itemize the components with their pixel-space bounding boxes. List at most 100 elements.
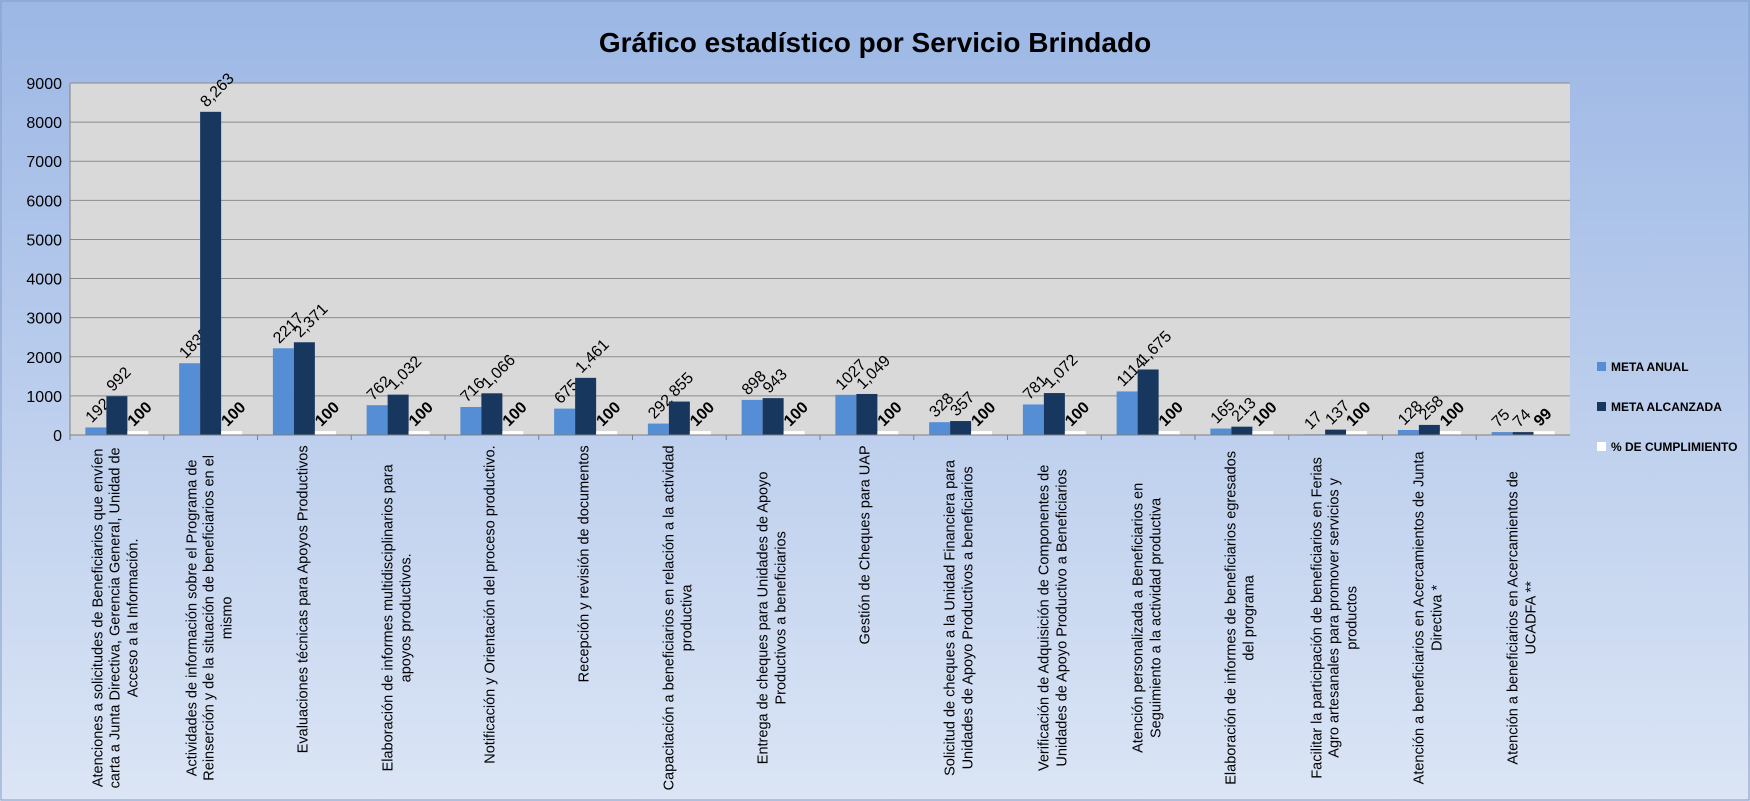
x-tick-label: Facilitar la participación de beneficiar… <box>1309 456 1361 779</box>
bar <box>1439 431 1461 435</box>
x-tick-label: Recepción y revisión de documentos <box>576 445 593 682</box>
y-tick-label: 8000 <box>26 115 62 132</box>
bar <box>554 408 576 435</box>
bar <box>366 405 388 435</box>
x-tick-label-box: Elaboración de informes multidisciplinar… <box>351 445 445 790</box>
x-tick-label-box: Recepción y revisión de documentos <box>539 445 633 790</box>
bar <box>1346 431 1368 435</box>
bar <box>575 377 597 435</box>
y-tick-label: 9000 <box>26 76 62 93</box>
bar <box>460 406 482 435</box>
y-tick-label: 1000 <box>26 389 62 406</box>
x-tick-label-box: Atenciones a solicitudes de Beneficiario… <box>70 445 164 790</box>
y-tick-label: 6000 <box>26 193 62 210</box>
bar <box>596 431 618 435</box>
bar <box>1512 432 1534 435</box>
bar <box>1022 404 1044 435</box>
chart-title: Gráfico estadístico por Servicio Brindad… <box>599 27 1151 58</box>
bar <box>950 421 972 435</box>
bar <box>1252 431 1274 435</box>
bar <box>1158 431 1180 435</box>
x-tick-label: Gestión de Cheques para UAP <box>858 445 875 645</box>
bar <box>387 394 409 435</box>
x-tick-label-box: Solicitud de cheques a la Unidad Financi… <box>914 445 1008 790</box>
bar <box>1418 424 1440 435</box>
x-tick-label-box: Actividades de información sobre el Prog… <box>164 445 258 790</box>
x-tick-label-box: Gestión de Cheques para UAP <box>820 445 914 790</box>
bar <box>783 431 805 435</box>
bar <box>877 431 899 435</box>
bar <box>1325 429 1347 435</box>
bar <box>1533 431 1555 435</box>
x-tick-label-box: Evaluaciones técnicas para Apoyos Produc… <box>258 445 352 790</box>
y-tick-label: 4000 <box>26 272 62 289</box>
bar <box>1231 426 1253 435</box>
x-tick-label-box: Atención personalizada a Beneficiarios e… <box>1101 445 1195 790</box>
bar <box>272 348 294 435</box>
x-tick-label-box: Verificación de Adquisición de Component… <box>1008 445 1102 790</box>
x-tick-label: Capacitación a beneficiarios en relación… <box>661 445 696 790</box>
x-tick-label: Solicitud de cheques a la Unidad Financi… <box>943 459 977 776</box>
bar <box>1491 432 1513 435</box>
x-tick-label: Elaboración de informes de beneficiarios… <box>1224 450 1258 785</box>
x-tick-label-box: Capacitación a beneficiarios en relación… <box>633 445 727 790</box>
bar <box>856 393 878 435</box>
legend-label: % DE CUMPLIMIENTO <box>1611 440 1737 454</box>
x-tick-label: Evaluaciones técnicas para Apoyos Produc… <box>295 445 312 753</box>
bar <box>314 431 336 435</box>
bar <box>1397 429 1419 435</box>
bar <box>481 393 503 435</box>
y-tick-label: 5000 <box>26 232 62 249</box>
x-tick-label: Verificación de Adquisición de Component… <box>1036 464 1071 771</box>
x-tick-label: Entrega de cheques para Unidades de Apoy… <box>755 471 790 764</box>
y-tick-label: 3000 <box>26 311 62 328</box>
bar <box>85 427 107 435</box>
y-tick-label: 2000 <box>26 350 62 367</box>
y-tick-label: 7000 <box>26 154 62 171</box>
bar <box>293 342 315 435</box>
legend-swatch <box>1597 402 1606 411</box>
bar <box>1137 369 1159 435</box>
bar <box>741 399 763 435</box>
x-tick-label-box: Entrega de cheques para Unidades de Apoy… <box>726 445 820 790</box>
y-tick-label: 0 <box>53 428 62 445</box>
bar <box>762 398 784 435</box>
x-tick-label: Atención a beneficiarios en Acercamiento… <box>1411 451 1446 784</box>
x-tick-label: Elaboración de informes multidisciplinar… <box>380 463 415 772</box>
x-tick-label: Atención personalizada a Beneficiarios e… <box>1130 482 1165 753</box>
x-tick-label-box: Elaboración de informes de beneficiarios… <box>1195 445 1289 790</box>
bar <box>929 422 951 435</box>
legend-swatch <box>1597 442 1606 451</box>
x-tick-label: Notificación y Orientación del proceso p… <box>483 445 500 764</box>
bar <box>502 431 524 435</box>
x-tick-label: Actividades de información sobre el Prog… <box>184 454 236 781</box>
bar <box>1116 391 1138 435</box>
x-tick-label: Atenciones a solicitudes de Beneficiario… <box>90 447 142 788</box>
bar <box>1043 393 1065 435</box>
bar <box>127 431 149 435</box>
bar <box>408 431 430 435</box>
x-tick-label: Atención a beneficiarios en Acercamiento… <box>1505 470 1540 765</box>
legend-label: META ANUAL <box>1611 360 1689 374</box>
x-tick-label-box: Notificación y Orientación del proceso p… <box>445 445 539 790</box>
bar <box>179 363 201 435</box>
bar <box>971 431 993 435</box>
bar <box>1064 431 1086 435</box>
bar <box>1210 428 1232 435</box>
x-tick-label-box: Facilitar la participación de beneficiar… <box>1289 445 1383 790</box>
plot-area <box>70 83 1570 435</box>
legend-label: META ALCANZADA <box>1611 400 1722 414</box>
bar <box>200 111 222 435</box>
x-tick-label-box: Atención a beneficiarios en Acercamiento… <box>1476 445 1570 790</box>
bar <box>221 431 243 435</box>
bar <box>689 431 711 435</box>
bar <box>668 401 690 435</box>
bar <box>647 423 669 435</box>
legend-swatch <box>1597 362 1606 371</box>
bar <box>835 394 857 435</box>
bar <box>106 396 128 435</box>
x-tick-label-box: Atención a beneficiarios en Acercamiento… <box>1383 445 1477 790</box>
